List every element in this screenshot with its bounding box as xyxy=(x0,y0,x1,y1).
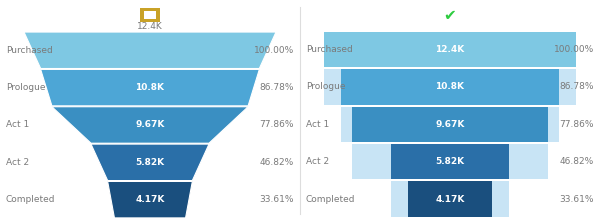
Text: ✔: ✔ xyxy=(443,8,457,23)
Text: 77.86%: 77.86% xyxy=(560,120,594,129)
Text: 46.82%: 46.82% xyxy=(560,157,594,166)
Text: 33.61%: 33.61% xyxy=(260,195,294,204)
Bar xyxy=(352,144,391,179)
Bar xyxy=(341,69,559,105)
Bar xyxy=(509,144,548,179)
Polygon shape xyxy=(91,144,209,181)
Text: 5.82K: 5.82K xyxy=(436,157,464,166)
Text: Completed: Completed xyxy=(306,194,355,204)
Text: Purchased: Purchased xyxy=(306,45,353,54)
FancyBboxPatch shape xyxy=(139,8,160,22)
Polygon shape xyxy=(52,107,248,143)
Bar xyxy=(407,181,493,217)
Text: 86.78%: 86.78% xyxy=(560,82,594,91)
Bar xyxy=(341,107,352,142)
Text: 10.8K: 10.8K xyxy=(436,82,464,91)
Polygon shape xyxy=(107,181,193,218)
Text: Purchased: Purchased xyxy=(6,46,53,55)
Bar xyxy=(493,181,509,217)
Text: 9.67K: 9.67K xyxy=(136,120,164,130)
Text: Completed: Completed xyxy=(6,195,56,204)
Text: Prologue: Prologue xyxy=(6,83,46,92)
Text: Act 2: Act 2 xyxy=(306,157,329,166)
Text: Act 1: Act 1 xyxy=(306,120,329,129)
Text: 77.86%: 77.86% xyxy=(260,120,294,130)
Text: 9.67K: 9.67K xyxy=(436,120,464,129)
FancyBboxPatch shape xyxy=(144,11,156,19)
Text: 4.17K: 4.17K xyxy=(136,195,164,204)
Polygon shape xyxy=(24,32,276,69)
Text: 100.00%: 100.00% xyxy=(254,46,294,55)
Text: 12.4K: 12.4K xyxy=(436,45,464,54)
Text: 100.00%: 100.00% xyxy=(554,45,594,54)
Text: Act 1: Act 1 xyxy=(6,120,29,130)
Text: 5.82K: 5.82K xyxy=(136,158,164,167)
Bar xyxy=(324,32,576,67)
Bar xyxy=(391,181,407,217)
Text: 46.82%: 46.82% xyxy=(260,158,294,167)
Text: Prologue: Prologue xyxy=(306,82,346,91)
Text: 12.4K: 12.4K xyxy=(137,22,163,31)
Text: 86.78%: 86.78% xyxy=(260,83,294,92)
Bar xyxy=(548,107,559,142)
Polygon shape xyxy=(41,69,259,106)
Text: 4.17K: 4.17K xyxy=(436,194,464,204)
Bar xyxy=(559,69,576,105)
Text: 10.8K: 10.8K xyxy=(136,83,164,92)
Text: 33.61%: 33.61% xyxy=(560,194,594,204)
Bar xyxy=(391,144,509,179)
Text: Act 2: Act 2 xyxy=(6,158,29,167)
Bar xyxy=(324,69,341,105)
Bar xyxy=(352,107,548,142)
